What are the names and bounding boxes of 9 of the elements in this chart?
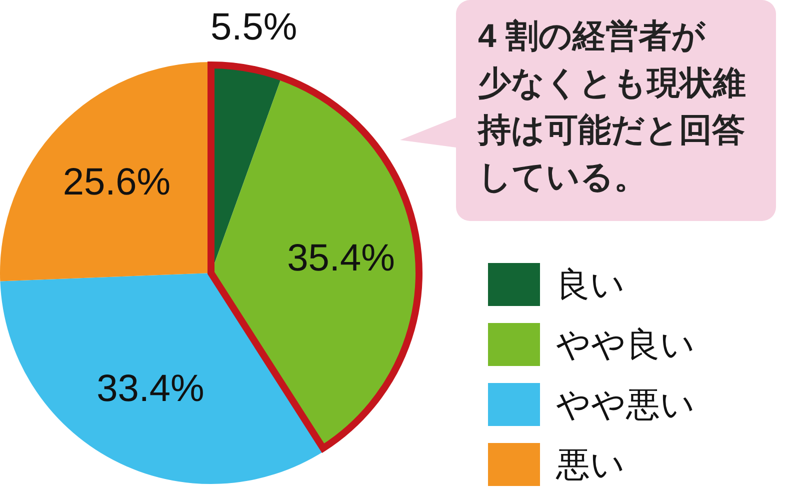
legend-label: 良い <box>556 266 625 304</box>
legend-label: 悪い <box>555 446 625 484</box>
data-label: 35.4% <box>287 237 395 280</box>
data-label: 5.5% <box>210 6 298 49</box>
legend-label: やや良い <box>556 326 695 364</box>
data-label: 33.4% <box>96 368 204 410</box>
data-label: 25.6% <box>62 161 171 204</box>
text: 4 割の経営者が少なくとも現状維持は可能だと回答している。 <box>477 17 746 195</box>
legend-label: やや悪い <box>556 386 695 424</box>
